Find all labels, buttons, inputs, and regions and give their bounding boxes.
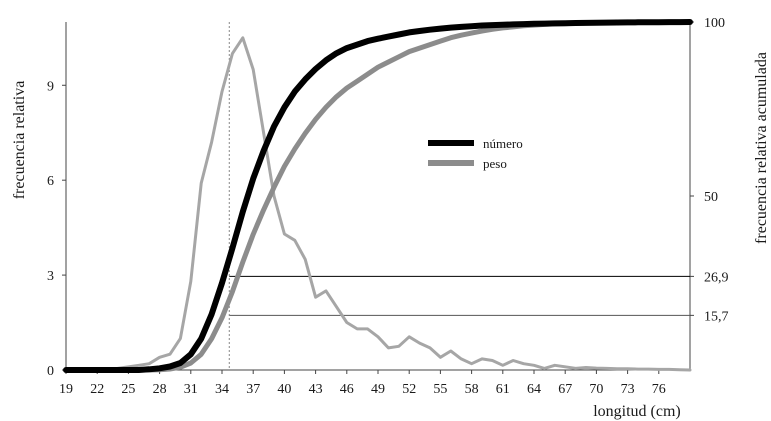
- x-tick-label: 31: [184, 382, 198, 397]
- plot-area: [63, 19, 693, 373]
- x-tick-label: 64: [527, 382, 541, 397]
- y-left-tick-label: 0: [47, 364, 54, 379]
- legend: número peso: [428, 136, 523, 171]
- x-tick-label: 61: [496, 382, 510, 397]
- y-axis-right-title: frecuencia relativa acumulada: [753, 52, 770, 244]
- x-tick-label: 58: [465, 382, 479, 397]
- x-tick-label: 28: [153, 382, 167, 397]
- x-tick-label: 52: [402, 382, 416, 397]
- x-tick-label: 40: [277, 382, 291, 397]
- x-tick-label: 46: [340, 382, 354, 397]
- legend-label-peso: peso: [483, 156, 507, 171]
- axes: 19 22 25 28 31 34 37 40 43 46 49 52 55 58 61 64 67 70 73 76…: [47, 16, 725, 397]
- x-tick-label: 55: [433, 382, 447, 397]
- series-line-peso-cumulative: [63, 19, 693, 373]
- x-tick-label: 43: [309, 382, 323, 397]
- reference-line-label: 26,9: [704, 270, 729, 285]
- legend-label-numero: número: [483, 136, 523, 151]
- x-tick-label: 67: [558, 382, 572, 397]
- x-tick-label: 34: [215, 382, 229, 397]
- series-line-numero-cumulative: [63, 19, 693, 373]
- series-line-peso-frequency: [64, 36, 692, 372]
- x-tick-label: 49: [371, 382, 385, 397]
- y-right-tick-label: 50: [704, 190, 718, 205]
- x-tick-label: 73: [621, 382, 635, 397]
- y-left-tick-label: 6: [47, 174, 54, 189]
- y-right-tick-label: 100: [704, 16, 725, 31]
- x-tick-label: 25: [121, 382, 135, 397]
- x-tick-label: 37: [246, 382, 260, 397]
- y-left-tick-label: 9: [47, 79, 54, 94]
- y-left-tick-label: 3: [47, 269, 54, 284]
- x-tick-label: 19: [59, 382, 73, 397]
- reference-line-label: 15,7: [704, 309, 729, 324]
- y-axis-left-title: frecuencia relativa: [11, 81, 28, 200]
- reference-lines: 26,9 15,7: [228, 22, 729, 370]
- x-tick-label: 22: [90, 382, 104, 397]
- x-axis-title: longitud (cm): [593, 403, 681, 420]
- x-tick-label: 76: [652, 382, 666, 397]
- x-tick-label: 70: [589, 382, 603, 397]
